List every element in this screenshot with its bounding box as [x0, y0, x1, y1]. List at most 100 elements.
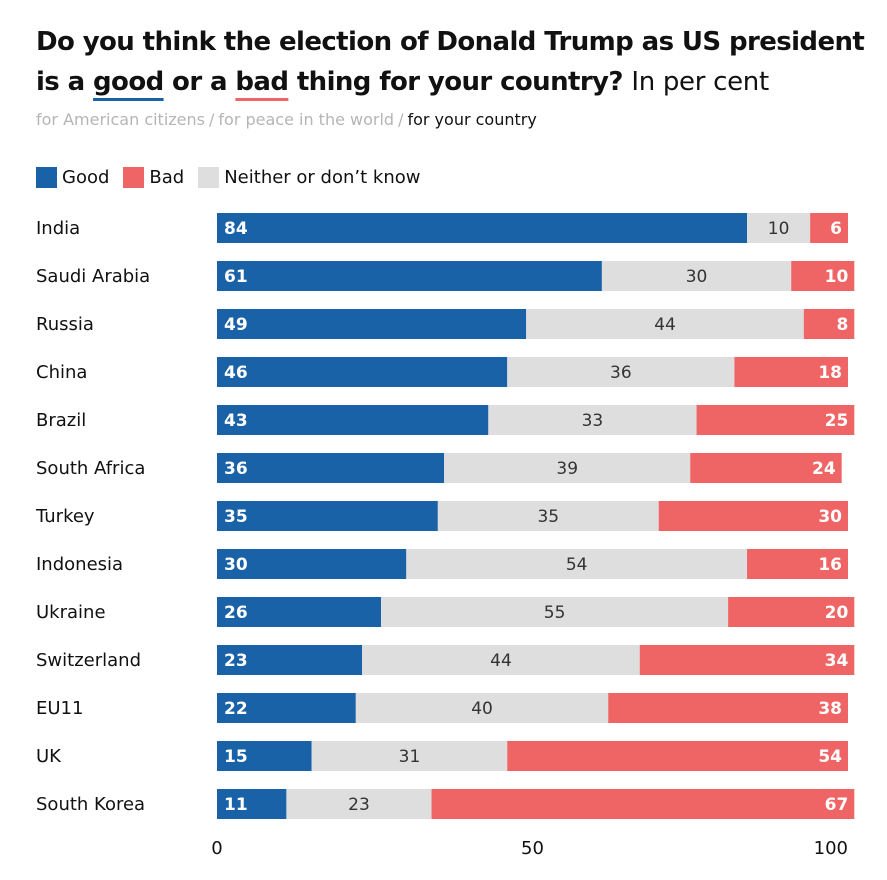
- category-label-eu11: EU11: [36, 698, 83, 719]
- data-label-good-uk: 15: [224, 747, 248, 767]
- data-label-neither-eu11: 40: [471, 699, 493, 719]
- legend-label-neither: Neither or don’t know: [224, 167, 421, 188]
- data-label-bad-russia: 8: [836, 315, 848, 335]
- data-label-bad-brazil: 25: [825, 411, 849, 431]
- view-tabs: for American citizens / for peace in the w…: [36, 110, 537, 129]
- bar-good-switzerland: [217, 645, 363, 675]
- data-label-bad-indonesia: 16: [818, 555, 842, 575]
- data-label-good-saudi-arabia: 61: [224, 267, 248, 287]
- data-label-bad-china: 18: [818, 363, 842, 383]
- legend-item-good: Good: [36, 167, 109, 188]
- data-label-neither-switzerland: 44: [490, 651, 512, 671]
- bar-neither-ukraine: [381, 597, 729, 627]
- title-text-2: or a: [163, 67, 236, 97]
- legend: Good Bad Neither or don’t know: [36, 167, 434, 188]
- category-label-indonesia: Indonesia: [36, 554, 123, 575]
- bar-good-eu11: [217, 693, 356, 723]
- data-label-neither-uk: 31: [399, 747, 421, 767]
- x-tick-label-0: 0: [211, 838, 222, 859]
- category-label-south-korea: South Korea: [36, 794, 145, 815]
- bar-neither-south-korea: [286, 789, 432, 819]
- legend-swatch-neither: [198, 167, 220, 188]
- bar-good-turkey: [217, 501, 438, 531]
- legend-item-bad: Bad: [123, 167, 184, 188]
- tab-your-country[interactable]: for your country: [407, 110, 537, 129]
- bar-good-ukraine: [217, 597, 382, 627]
- legend-swatch-good: [36, 167, 57, 188]
- bar-neither-russia: [526, 309, 804, 339]
- data-label-good-china: 46: [224, 363, 248, 383]
- data-label-good-south-korea: 11: [224, 795, 248, 815]
- data-label-neither-south-africa: 39: [556, 459, 578, 479]
- data-label-neither-india: 10: [768, 219, 790, 239]
- data-label-bad-saudi-arabia: 10: [825, 267, 849, 287]
- data-label-good-eu11: 22: [224, 699, 248, 719]
- data-label-good-russia: 49: [224, 315, 248, 335]
- data-label-neither-indonesia: 54: [566, 555, 588, 575]
- bar-neither-india: [747, 213, 811, 243]
- bar-good-india: [217, 213, 748, 243]
- data-label-neither-china: 36: [610, 363, 632, 383]
- category-label-turkey: Turkey: [35, 506, 95, 527]
- tab-peace-in-world[interactable]: for peace in the world: [218, 110, 395, 129]
- x-tick-label-100: 100: [814, 838, 848, 859]
- bar-bad-turkey: [658, 501, 848, 531]
- bar-bad-eu11: [608, 693, 848, 723]
- bar-bad-indonesia: [747, 549, 848, 579]
- bar-bad-saudi-arabia: [791, 261, 855, 291]
- data-label-neither-saudi-arabia: 30: [686, 267, 708, 287]
- title-good-word: good: [93, 67, 164, 97]
- title-unit: In per cent: [631, 67, 769, 97]
- x-tick-label-50: 50: [521, 838, 544, 859]
- data-label-good-turkey: 35: [224, 507, 248, 527]
- tab-separator: /: [398, 110, 404, 129]
- data-label-bad-ukraine: 20: [825, 603, 849, 623]
- data-label-neither-ukraine: 55: [544, 603, 566, 623]
- category-label-south-africa: South Africa: [36, 458, 145, 479]
- bar-bad-russia: [803, 309, 855, 339]
- bar-bad-uk: [507, 741, 848, 771]
- bar-good-uk: [217, 741, 312, 771]
- bar-neither-china: [507, 357, 735, 387]
- category-label-ukraine: Ukraine: [36, 602, 106, 623]
- data-label-good-brazil: 43: [224, 411, 248, 431]
- bar-good-russia: [217, 309, 527, 339]
- category-label-russia: Russia: [36, 314, 94, 335]
- bar-neither-indonesia: [406, 549, 748, 579]
- bar-neither-south-africa: [444, 453, 691, 483]
- data-label-neither-south-korea: 23: [348, 795, 370, 815]
- bar-bad-ukraine: [728, 597, 855, 627]
- category-label-india: India: [36, 218, 80, 239]
- title-text-1: Do you think the election of Donald Trum…: [36, 27, 865, 97]
- bar-bad-switzerland: [639, 645, 855, 675]
- data-label-bad-eu11: 38: [818, 699, 842, 719]
- bar-good-south-africa: [217, 453, 445, 483]
- data-label-good-india: 84: [224, 219, 248, 239]
- category-label-brazil: Brazil: [36, 410, 86, 431]
- bar-neither-brazil: [488, 405, 697, 435]
- data-label-good-south-africa: 36: [224, 459, 248, 479]
- bar-good-brazil: [217, 405, 489, 435]
- data-label-neither-turkey: 35: [537, 507, 559, 527]
- tab-american-citizens[interactable]: for American citizens: [36, 110, 205, 129]
- bar-neither-eu11: [355, 693, 609, 723]
- data-label-neither-brazil: 33: [582, 411, 604, 431]
- data-label-good-indonesia: 30: [224, 555, 248, 575]
- bar-neither-uk: [311, 741, 508, 771]
- bar-bad-china: [734, 357, 848, 387]
- data-label-bad-south-korea: 67: [825, 795, 849, 815]
- title-bad-word: bad: [235, 67, 289, 97]
- bar-neither-saudi-arabia: [601, 261, 792, 291]
- data-label-bad-switzerland: 34: [825, 651, 849, 671]
- legend-swatch-bad: [123, 167, 145, 188]
- chart-title: Do you think the election of Donald Trum…: [36, 22, 866, 102]
- tab-separator: /: [209, 110, 215, 129]
- data-label-bad-india: 6: [830, 219, 842, 239]
- data-label-bad-south-africa: 24: [812, 459, 836, 479]
- bar-neither-switzerland: [362, 645, 640, 675]
- data-label-good-switzerland: 23: [224, 651, 248, 671]
- bar-bad-india: [810, 213, 848, 243]
- data-label-neither-russia: 44: [654, 315, 676, 335]
- category-label-uk: UK: [36, 746, 62, 767]
